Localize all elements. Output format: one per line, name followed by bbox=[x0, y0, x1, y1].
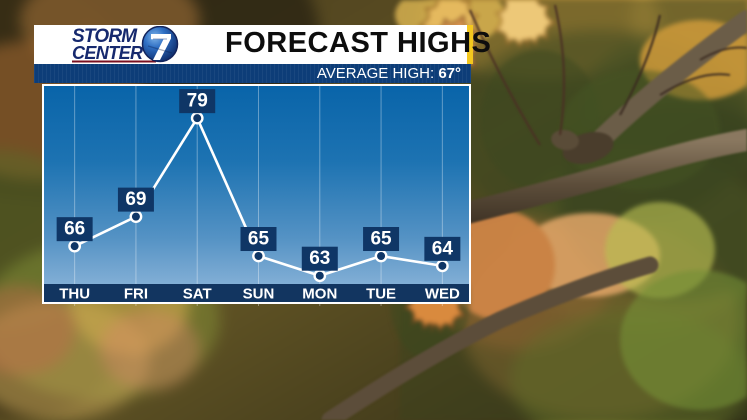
svg-text:79: 79 bbox=[187, 91, 208, 112]
svg-text:TUE: TUE bbox=[366, 286, 396, 303]
svg-text:CENTER: CENTER bbox=[72, 43, 143, 63]
svg-text:THU: THU bbox=[59, 286, 90, 303]
svg-text:66: 66 bbox=[64, 219, 85, 240]
svg-text:SAT: SAT bbox=[183, 286, 212, 303]
svg-text:WED: WED bbox=[425, 286, 460, 303]
svg-text:65: 65 bbox=[248, 229, 270, 250]
svg-text:65: 65 bbox=[370, 229, 392, 250]
svg-text:SUN: SUN bbox=[243, 286, 275, 303]
svg-text:MON: MON bbox=[302, 286, 337, 303]
svg-text:69: 69 bbox=[125, 189, 146, 210]
svg-text:FRI: FRI bbox=[124, 286, 148, 303]
svg-text:64: 64 bbox=[432, 238, 454, 259]
svg-text:63: 63 bbox=[309, 248, 330, 269]
